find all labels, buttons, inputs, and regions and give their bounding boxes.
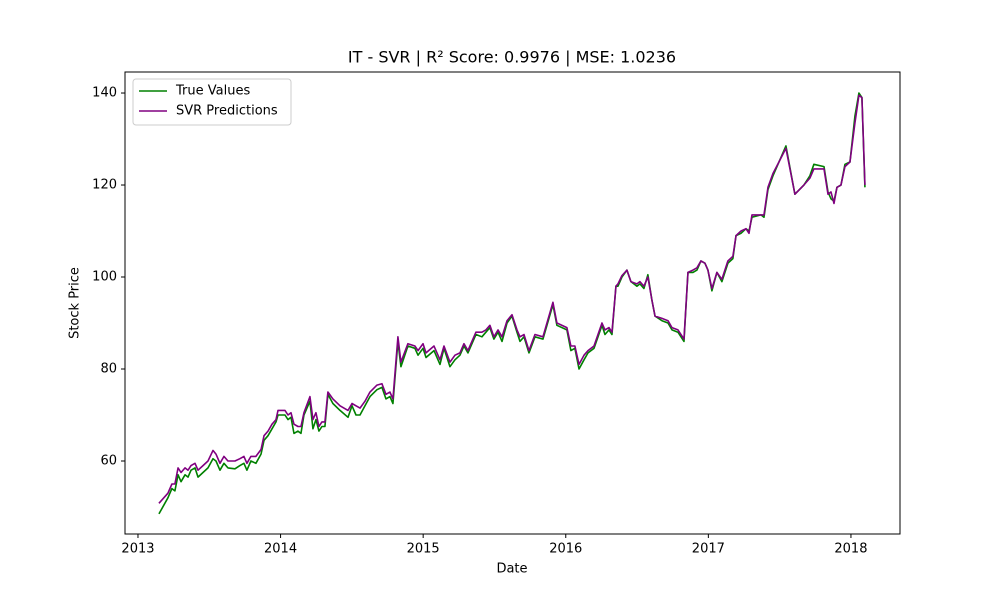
x-tick-label: 2014 — [264, 542, 297, 557]
line-series — [158, 94, 866, 504]
y-tick-label: 140 — [92, 86, 117, 101]
x-tick-label: 2016 — [549, 542, 582, 557]
legend-box — [132, 78, 292, 126]
y-axis-label: Stock Price — [68, 267, 83, 339]
x-tick-label: 2015 — [407, 542, 440, 557]
y-tick-label: 60 — [100, 454, 117, 469]
y-tick-label: 120 — [92, 178, 117, 193]
legend-label: True Values — [175, 84, 250, 99]
line-series — [158, 92, 866, 515]
x-axis-label: Date — [496, 562, 527, 577]
x-tick-label: 2017 — [692, 542, 725, 557]
x-tick-label: 2013 — [121, 542, 154, 557]
y-tick-label: 80 — [100, 362, 117, 377]
chart-title: IT - SVR | R² Score: 0.9976 | MSE: 1.023… — [348, 48, 676, 67]
y-tick-label: 100 — [92, 270, 117, 285]
legend-label: SVR Predictions — [176, 104, 278, 119]
x-tick-label: 2018 — [834, 542, 867, 557]
plot-frame — [124, 71, 901, 535]
